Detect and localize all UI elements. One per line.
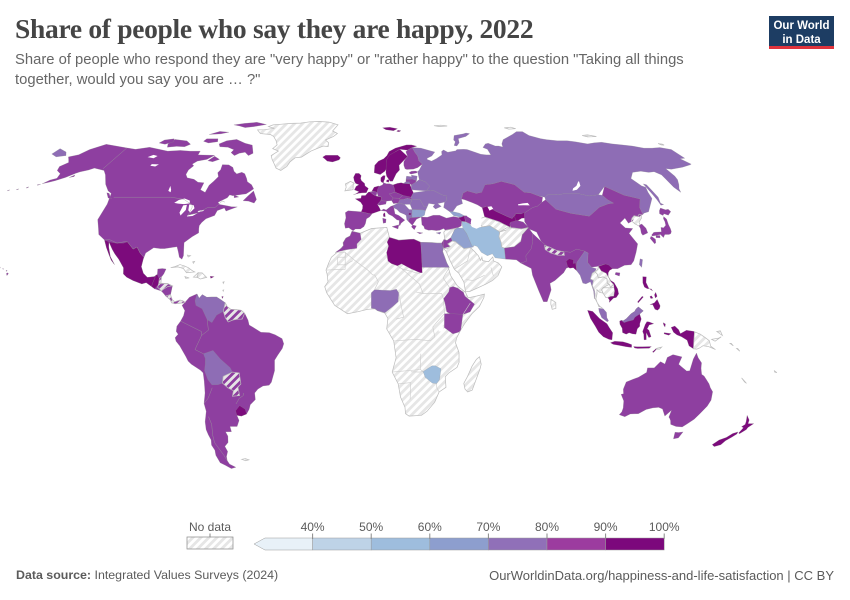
svg-text:70%: 70% xyxy=(476,520,500,534)
svg-text:80%: 80% xyxy=(535,520,559,534)
svg-text:No data: No data xyxy=(189,520,231,534)
svg-text:90%: 90% xyxy=(594,520,618,534)
svg-text:60%: 60% xyxy=(418,520,442,534)
svg-text:40%: 40% xyxy=(301,520,325,534)
svg-text:50%: 50% xyxy=(359,520,383,534)
svg-text:100%: 100% xyxy=(649,520,680,534)
